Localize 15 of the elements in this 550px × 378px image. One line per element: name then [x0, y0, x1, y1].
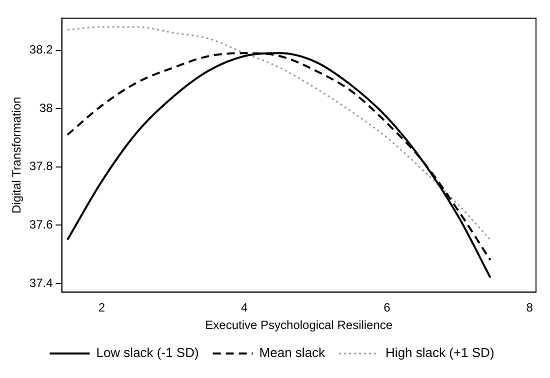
y-tick-label: 37.6 [29, 217, 54, 232]
y-tick-label: 37.8 [29, 159, 54, 174]
legend-label: Low slack (-1 SD) [96, 345, 199, 360]
x-tick-label: 8 [526, 300, 534, 315]
y-axis-title: Digital Transformation [10, 96, 24, 214]
x-axis-title: Executive Psychological Resilience [205, 318, 393, 332]
x-tick-label: 4 [240, 300, 248, 315]
x-tick-label: 2 [98, 300, 106, 315]
y-tick-label: 38 [39, 100, 54, 115]
x-tick-label: 6 [384, 300, 391, 315]
legend-label: Mean slack [259, 345, 326, 360]
y-tick-label: 37.4 [29, 276, 54, 290]
line-series [66, 26, 492, 240]
y-tick-label: 38.2 [29, 42, 54, 57]
legend-label: High slack (+1 SD) [386, 345, 494, 360]
